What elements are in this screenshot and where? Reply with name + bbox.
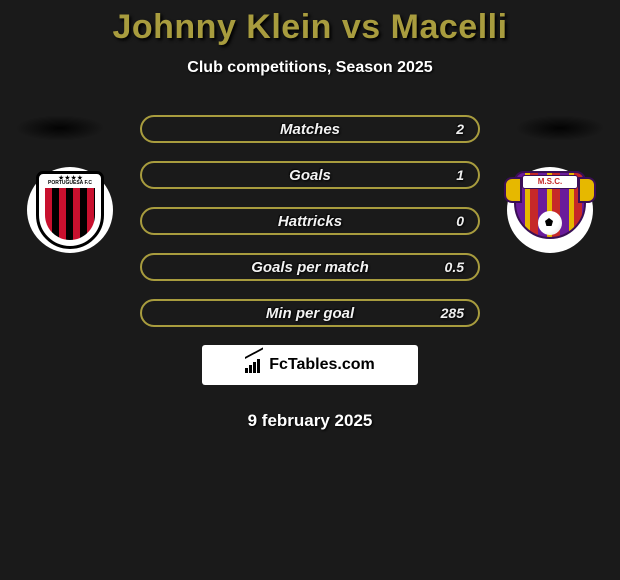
stat-row: Goals per match 0.5: [140, 253, 480, 281]
stat-value-b: 285: [441, 305, 464, 321]
team-a-badge: PORTUGUESA F.C: [27, 167, 113, 253]
stat-label: Hattricks: [142, 213, 478, 230]
soccer-ball-icon: [538, 211, 562, 235]
stat-row: Min per goal 285: [140, 299, 480, 327]
page-subtitle: Club competitions, Season 2025: [0, 59, 620, 77]
team-b-badge-label: M.S.C.: [522, 175, 578, 189]
brand-box: FcTables.com: [202, 345, 418, 385]
stat-value-b: 0.5: [445, 259, 464, 275]
team-b-badge: M.S.C.: [507, 167, 593, 253]
stat-label: Matches: [142, 121, 478, 138]
infographic-container: Johnny Klein vs Macelli Club competition…: [0, 0, 620, 431]
stat-row: Hattricks 0: [140, 207, 480, 235]
stat-row: Goals 1: [140, 161, 480, 189]
stat-label: Goals: [142, 167, 478, 184]
stat-rows: Matches 2 Goals 1 Hattricks 0 Goals per …: [140, 115, 480, 327]
team-a-crest: PORTUGUESA F.C: [36, 171, 104, 249]
team-a-badge-label: PORTUGUESA F.C: [39, 180, 101, 186]
chart-icon: [245, 357, 265, 373]
brand-text: FcTables.com: [269, 356, 375, 374]
shadow-right: [515, 115, 605, 141]
team-b-crest: M.S.C.: [514, 171, 586, 249]
stat-value-b: 2: [456, 121, 464, 137]
stats-section: PORTUGUESA F.C M.S.C. Matches 2 Goals 1: [0, 115, 620, 431]
stat-label: Goals per match: [142, 259, 478, 276]
stat-label: Min per goal: [142, 305, 478, 322]
date-label: 9 february 2025: [0, 411, 620, 431]
stat-value-b: 0: [456, 213, 464, 229]
stat-value-b: 1: [456, 167, 464, 183]
stat-row: Matches 2: [140, 115, 480, 143]
page-title: Johnny Klein vs Macelli: [0, 8, 620, 47]
shadow-left: [15, 115, 105, 141]
